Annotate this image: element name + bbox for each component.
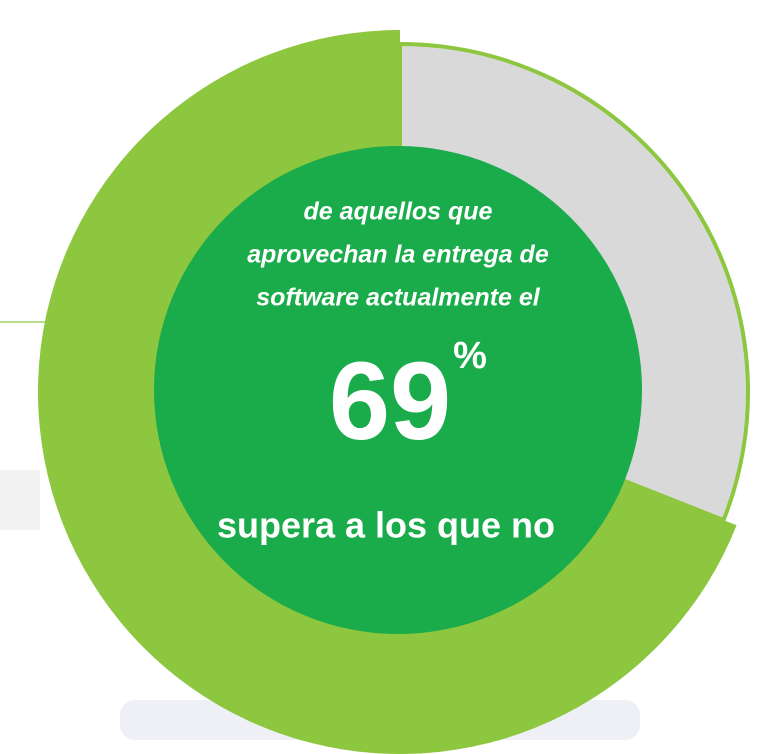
caption-line: aprovechan la entrega de	[247, 241, 549, 269]
caption-line: software actualmente el	[256, 284, 540, 312]
center-disk	[154, 146, 642, 634]
value-label: 69	[329, 340, 451, 463]
decor-shape	[0, 470, 40, 530]
unit-label: %	[453, 335, 487, 377]
caption-line: de aquellos que	[304, 198, 493, 226]
footer-text: supera a los que no	[217, 505, 555, 546]
